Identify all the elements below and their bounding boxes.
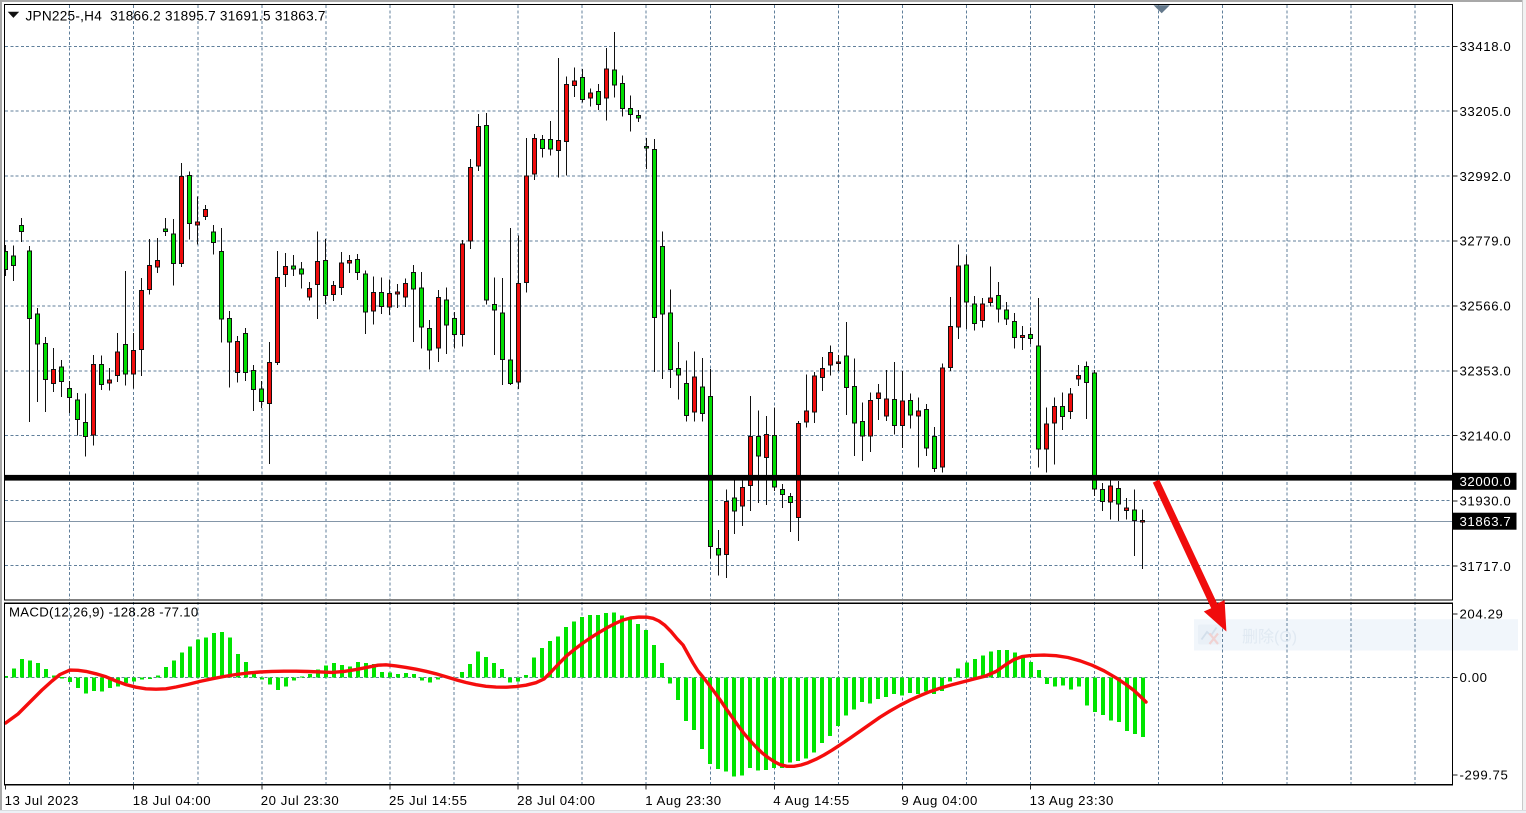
svg-text:9 Aug 04:00: 9 Aug 04:00 (901, 793, 977, 808)
svg-text:13 Aug 23:30: 13 Aug 23:30 (1030, 793, 1114, 808)
svg-text:32992.0: 32992.0 (1460, 169, 1512, 184)
svg-text:20 Jul 23:30: 20 Jul 23:30 (261, 793, 339, 808)
svg-text:删除(O): 删除(O) (1242, 628, 1297, 646)
svg-text:31863.7: 31863.7 (1460, 514, 1512, 529)
svg-text:32000.0: 32000.0 (1460, 474, 1512, 489)
svg-text:33418.0: 33418.0 (1460, 39, 1512, 54)
svg-text:18 Jul 04:00: 18 Jul 04:00 (133, 793, 211, 808)
svg-text:-299.75: -299.75 (1460, 768, 1509, 783)
svg-text:32779.0: 32779.0 (1460, 234, 1512, 249)
svg-text:32566.0: 32566.0 (1460, 299, 1512, 314)
svg-text:204.29: 204.29 (1460, 607, 1504, 622)
svg-text:32353.0: 32353.0 (1460, 364, 1512, 379)
svg-text:28 Jul 04:00: 28 Jul 04:00 (517, 793, 595, 808)
svg-text:25 Jul 14:55: 25 Jul 14:55 (389, 793, 467, 808)
svg-text:13 Jul 2023: 13 Jul 2023 (5, 793, 79, 808)
svg-text:1 Aug 23:30: 1 Aug 23:30 (645, 793, 721, 808)
svg-text:31717.0: 31717.0 (1460, 559, 1512, 574)
svg-text:0.00: 0.00 (1460, 670, 1488, 685)
svg-text:JPN225-,H4 31866.2 31895.7 31: JPN225-,H4 31866.2 31895.7 31691.5 31863… (26, 9, 326, 24)
svg-text:32140.0: 32140.0 (1460, 428, 1512, 443)
svg-text:33205.0: 33205.0 (1460, 104, 1512, 119)
svg-text:MACD(12,26,9) -128.28 -77.10: MACD(12,26,9) -128.28 -77.10 (9, 605, 198, 620)
svg-text:31930.0: 31930.0 (1460, 494, 1512, 509)
svg-text:4 Aug 14:55: 4 Aug 14:55 (773, 793, 849, 808)
